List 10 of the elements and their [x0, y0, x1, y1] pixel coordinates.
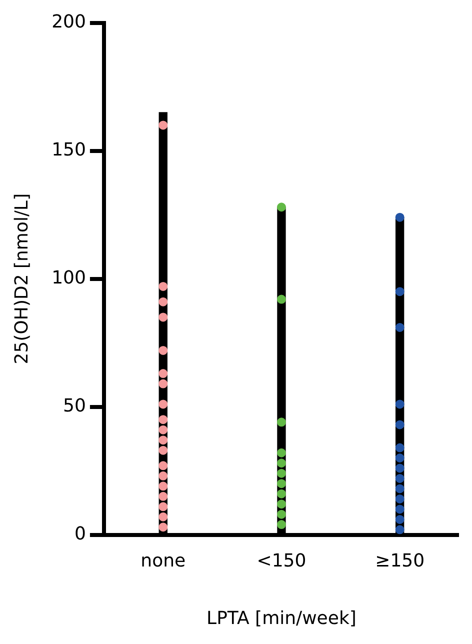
y-tick-label: 150	[52, 139, 86, 160]
y-tick-label: 200	[52, 11, 86, 32]
y-tick-label: 50	[63, 395, 86, 416]
x-tick-label: ≥150	[375, 550, 425, 572]
x-axis-title: LPTA [min/week]	[206, 608, 356, 629]
y-tick-label: 100	[52, 267, 86, 288]
y-axis-title: 25(OH)D2 [nmol/L]	[11, 193, 32, 364]
y-tick-label: 0	[74, 523, 86, 544]
x-tick-label: none	[140, 550, 186, 572]
x-tick-label: <150	[256, 550, 306, 572]
